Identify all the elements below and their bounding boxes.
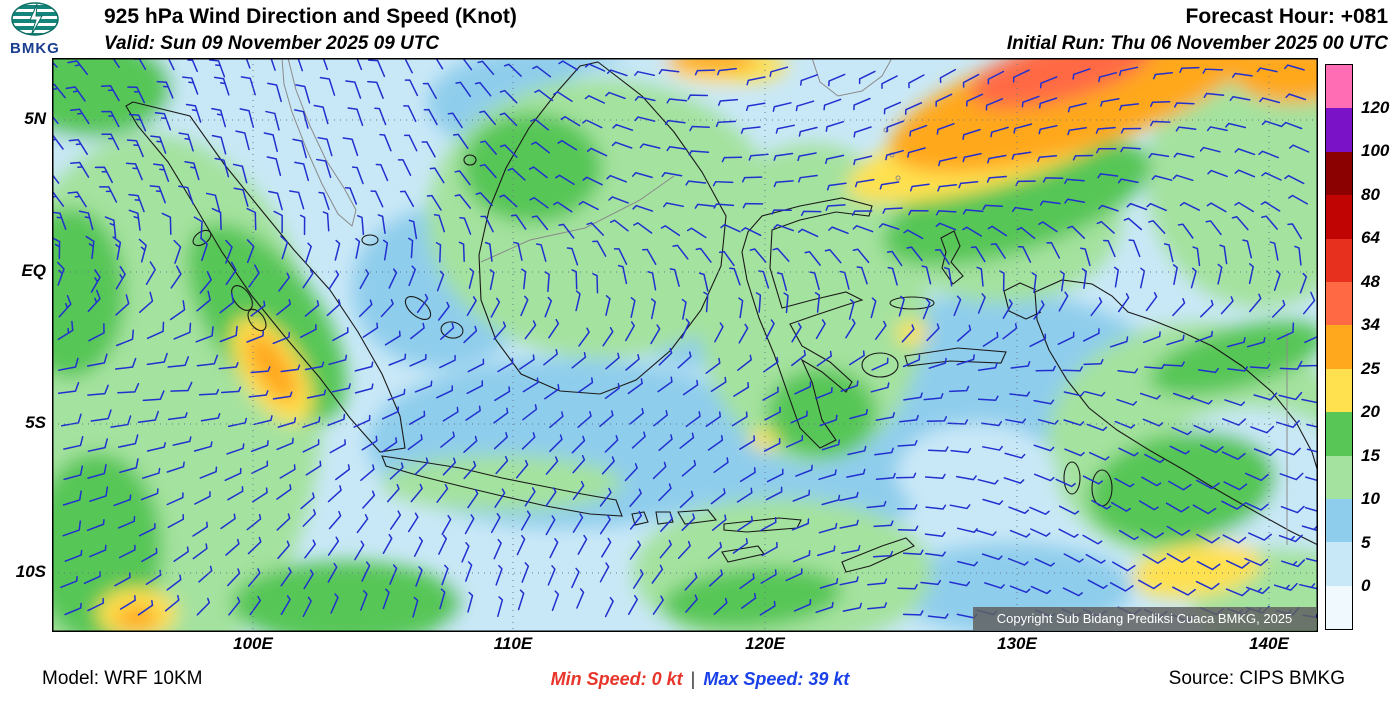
map-frame: [52, 58, 1318, 632]
source-label: Source: CIPS BMKG: [1168, 668, 1345, 689]
wind-map: [52, 58, 1318, 632]
foreign-coastlines: [281, 58, 1288, 545]
lat-label: 10S: [15, 562, 46, 581]
legend-tick-label: 100: [1361, 141, 1390, 161]
legend-segment: [1326, 108, 1352, 152]
legend-tick-label: 20: [1361, 402, 1380, 422]
graticule: [52, 58, 1318, 632]
legend-tick-label: 34: [1361, 315, 1380, 335]
run-info-block: Forecast Hour: +081 Initial Run: Thu 06 …: [1007, 5, 1388, 55]
model-label: Model: WRF 10KM: [42, 668, 203, 689]
speed-summary: Min Speed: 0 kt | Max Speed: 39 kt: [551, 669, 850, 690]
legend-segment: [1326, 151, 1352, 196]
footer: Model: WRF 10KM Min Speed: 0 kt | Max Spee…: [0, 658, 1400, 709]
lon-label: 100E: [233, 634, 273, 653]
legend-segment: [1326, 238, 1352, 282]
valid-time: Valid: Sun 09 November 2025 09 UTC: [104, 33, 440, 54]
speed-separator: |: [690, 669, 696, 689]
legend-segment: [1326, 65, 1352, 109]
wind-speed-field: [52, 58, 1318, 632]
legend-tick-label: 15: [1361, 445, 1380, 465]
legend-segment: [1326, 542, 1352, 586]
wind-barb-layer: [52, 58, 1318, 623]
legend-color-bar: [1325, 64, 1353, 630]
max-speed-label: Max Speed: 39 kt: [703, 669, 850, 689]
header: BMKG 925 hPa Wind Direction and Speed (K…: [0, 0, 1400, 58]
lon-label: 110E: [493, 634, 533, 653]
legend-segment: [1326, 498, 1352, 543]
legend-segment: [1326, 585, 1352, 630]
map-area: Copyright Sub Bidang Prediksi Cuaca BMKG…: [0, 58, 1400, 632]
bmkg-logo-icon: [11, 2, 59, 36]
lat-label: 5N: [24, 109, 46, 128]
min-speed-label: Min Speed: 0 kt: [550, 669, 683, 689]
page-title: 925 hPa Wind Direction and Speed (Knot): [104, 5, 517, 28]
legend-segment: [1326, 368, 1352, 413]
lon-label: 140E: [1249, 634, 1289, 653]
legend-tick-label: 0: [1361, 576, 1371, 596]
bmkg-logo: BMKG: [10, 2, 102, 57]
legend-tick-label: 5: [1361, 532, 1371, 552]
longitude-axis: 100E 110E 120E 130E 140E: [0, 632, 1400, 658]
lat-label: 5S: [25, 413, 46, 432]
lon-label: 130E: [997, 634, 1037, 653]
title-block: 925 hPa Wind Direction and Speed (Knot) …: [104, 5, 517, 55]
copyright-notice: Copyright Sub Bidang Prediksi Cuaca BMKG…: [973, 607, 1316, 630]
initial-run: Initial Run: Thu 06 November 2025 00 UTC: [1006, 33, 1388, 54]
legend-tick-label: 48: [1361, 271, 1380, 291]
legend-tick-label: 10: [1361, 489, 1380, 509]
legend-tick-label: 64: [1361, 228, 1380, 248]
legend-segment: [1326, 412, 1352, 456]
legend-segment: [1326, 455, 1352, 499]
forecast-hour: Forecast Hour: +081: [1185, 5, 1389, 28]
legend-tick-label: 120: [1361, 97, 1390, 117]
lon-label: 120E: [745, 634, 785, 653]
lat-label: EQ: [21, 261, 46, 280]
legend-segment: [1326, 325, 1352, 369]
bmkg-logo-text: BMKG: [10, 40, 60, 57]
legend-tick-label: 25: [1361, 358, 1380, 378]
legend-tick-label: 80: [1361, 184, 1380, 204]
legend-segment: [1326, 195, 1352, 239]
legend-segment: [1326, 281, 1352, 326]
